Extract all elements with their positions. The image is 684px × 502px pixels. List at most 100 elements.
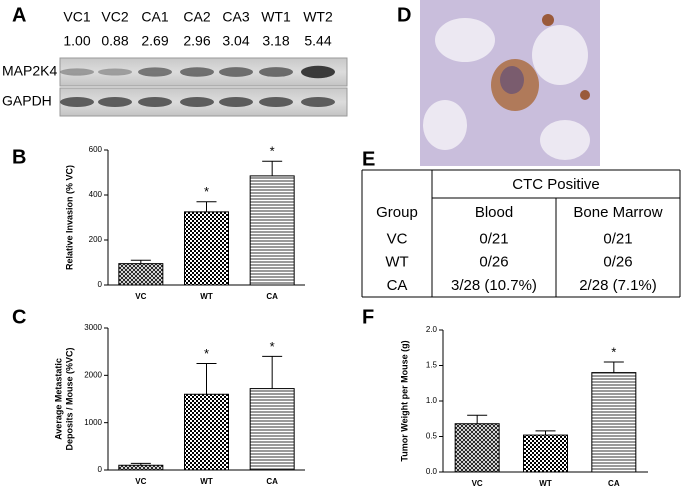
bar bbox=[454, 423, 500, 473]
y-tick-label: 2.0 bbox=[426, 325, 438, 334]
y-tick-label: 1000 bbox=[84, 418, 102, 427]
y-axis-label: Deposits / Mouse (%VC) bbox=[64, 347, 74, 450]
significance: * bbox=[611, 344, 616, 359]
bar bbox=[118, 464, 164, 471]
error-bar bbox=[535, 430, 556, 436]
x-tick-label: WT bbox=[200, 292, 213, 301]
error-bar bbox=[196, 201, 217, 212]
lane-label: VC2 bbox=[101, 9, 128, 25]
band bbox=[98, 97, 132, 107]
significance: * bbox=[270, 339, 275, 354]
panel-label: C bbox=[12, 306, 26, 328]
band bbox=[219, 97, 253, 107]
micrograph bbox=[420, 0, 600, 166]
band bbox=[138, 67, 172, 77]
band-ratio: 3.18 bbox=[262, 33, 289, 49]
band bbox=[60, 68, 94, 76]
significance: * bbox=[270, 144, 275, 159]
significance: * bbox=[204, 184, 209, 199]
row-label: MAP2K4 bbox=[2, 63, 57, 79]
band-ratio: 0.88 bbox=[101, 33, 128, 49]
band-ratio: 1.00 bbox=[63, 33, 90, 49]
band bbox=[138, 97, 172, 107]
panel-label: E bbox=[362, 148, 375, 170]
error-bar bbox=[130, 462, 151, 466]
western-blot: VC1 1.00 VC2 0.88 CA1 2.69 CA2 2.96 CA3 3.04 WT1 3.… bbox=[2, 9, 348, 117]
band bbox=[60, 97, 94, 107]
lane-label: WT2 bbox=[303, 9, 333, 25]
y-tick-label: 0.0 bbox=[426, 467, 438, 476]
error-bar bbox=[130, 259, 151, 264]
band-ratio: 5.44 bbox=[304, 33, 331, 49]
band bbox=[98, 68, 132, 76]
table-cell: 0/21 bbox=[479, 230, 508, 247]
error-bar bbox=[196, 363, 217, 395]
x-tick-label: CA bbox=[266, 292, 278, 301]
table-cell: CA bbox=[387, 277, 408, 294]
y-tick-label: 400 bbox=[89, 190, 103, 199]
lane-label: VC1 bbox=[63, 9, 90, 25]
table-cell: 2/28 (7.1%) bbox=[579, 277, 657, 294]
band bbox=[259, 97, 293, 107]
bar bbox=[249, 388, 295, 471]
y-tick-label: 0 bbox=[98, 280, 103, 289]
ctc-table: CTC Positive Group Blood Bone Marrow VC 0/21 0… bbox=[361, 169, 681, 298]
table-cell: 3/28 (10.7%) bbox=[451, 277, 537, 294]
table-cell: 0/26 bbox=[603, 253, 632, 270]
x-tick-label: WT bbox=[200, 477, 213, 486]
band bbox=[180, 67, 214, 77]
y-axis-label: Tumor Weight per Mouse (g) bbox=[399, 340, 409, 461]
x-tick-label: VC bbox=[135, 292, 146, 301]
y-tick-label: 200 bbox=[89, 235, 103, 244]
row-label: GAPDH bbox=[2, 93, 52, 109]
table-cell: WT bbox=[385, 253, 408, 270]
bar bbox=[184, 393, 229, 471]
significance: * bbox=[204, 346, 209, 361]
bar bbox=[591, 372, 637, 473]
y-tick-label: 600 bbox=[89, 145, 103, 154]
band-ratio: 2.96 bbox=[183, 33, 210, 49]
column-header: Group bbox=[376, 204, 418, 221]
y-tick-label: 1.0 bbox=[426, 396, 438, 405]
bar bbox=[118, 263, 164, 286]
y-tick-label: 0.5 bbox=[426, 432, 438, 441]
y-tick-label: 2000 bbox=[84, 370, 102, 379]
lane-label: CA3 bbox=[222, 9, 249, 25]
panel-label: D bbox=[397, 4, 411, 26]
y-axis-label: Relative Invasion (% VC) bbox=[64, 165, 74, 270]
x-tick-label: VC bbox=[135, 477, 146, 486]
band-ratio: 3.04 bbox=[222, 33, 249, 49]
band bbox=[219, 67, 253, 77]
error-bar bbox=[262, 355, 283, 389]
lane-label: CA2 bbox=[183, 9, 210, 25]
table-cell: VC bbox=[387, 230, 408, 247]
band bbox=[259, 67, 293, 77]
y-tick-label: 3000 bbox=[84, 323, 102, 332]
group-header: CTC Positive bbox=[512, 176, 600, 193]
x-tick-label: VC bbox=[472, 479, 483, 488]
panel-label: B bbox=[12, 146, 26, 168]
y-axis-label: Average Metastatic bbox=[53, 358, 63, 440]
panel-label: F bbox=[362, 306, 374, 328]
bar bbox=[184, 211, 229, 286]
column-header: Blood bbox=[475, 204, 513, 221]
panel-label: A bbox=[12, 4, 26, 26]
x-tick-label: CA bbox=[266, 477, 278, 486]
band-ratio: 2.69 bbox=[141, 33, 168, 49]
lane-label: CA1 bbox=[141, 9, 168, 25]
band bbox=[180, 97, 214, 107]
x-tick-label: WT bbox=[539, 479, 552, 488]
error-bar bbox=[262, 160, 283, 176]
lane-label: WT1 bbox=[261, 9, 291, 25]
bar bbox=[523, 434, 568, 473]
bar bbox=[249, 175, 295, 286]
error-bar bbox=[603, 361, 624, 373]
table-cell: 0/21 bbox=[603, 230, 632, 247]
band bbox=[301, 65, 335, 79]
y-tick-label: 1.5 bbox=[426, 361, 438, 370]
column-header: Bone Marrow bbox=[573, 204, 662, 221]
y-tick-label: 0 bbox=[98, 465, 103, 474]
band bbox=[301, 97, 335, 107]
table-cell: 0/26 bbox=[479, 253, 508, 270]
